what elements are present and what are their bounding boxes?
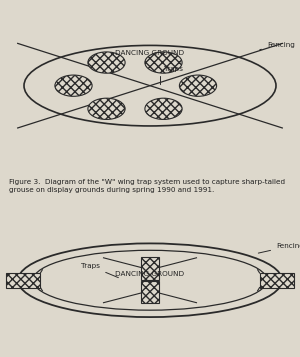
- Text: Figure 3.  Diagram of the "W" wing trap system used to capture sharp-tailed
grou: Figure 3. Diagram of the "W" wing trap s…: [9, 179, 285, 193]
- Circle shape: [179, 75, 217, 96]
- Circle shape: [55, 75, 92, 96]
- Bar: [141, 281, 159, 303]
- Text: DANCING GROUND: DANCING GROUND: [116, 50, 184, 56]
- Bar: [6, 273, 40, 287]
- Text: DANCING GROUND: DANCING GROUND: [116, 271, 184, 277]
- Circle shape: [88, 98, 125, 120]
- Text: Traps: Traps: [164, 66, 182, 72]
- Text: Traps: Traps: [81, 263, 119, 278]
- Circle shape: [145, 98, 182, 120]
- Bar: [260, 273, 294, 287]
- Text: Fencing: Fencing: [258, 243, 300, 253]
- Bar: [141, 257, 159, 280]
- Circle shape: [145, 52, 182, 73]
- Text: Fencing: Fencing: [260, 42, 295, 50]
- Circle shape: [88, 52, 125, 73]
